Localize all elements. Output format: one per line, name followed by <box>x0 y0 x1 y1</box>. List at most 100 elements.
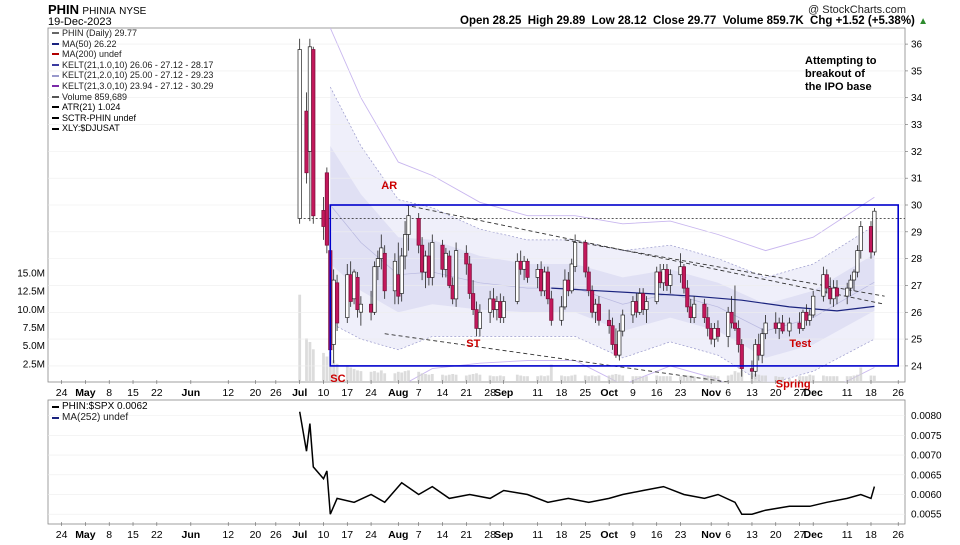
volume-bar <box>760 375 764 382</box>
volume-bar <box>546 375 550 382</box>
ratio-tick-label: 0.0060 <box>911 490 942 501</box>
candle <box>824 269 829 294</box>
volume-bar <box>335 363 339 382</box>
candle-body <box>321 210 326 227</box>
candle <box>732 285 738 332</box>
legend-swatch <box>52 64 59 67</box>
candle <box>610 317 615 350</box>
candle-body <box>593 303 598 313</box>
legend-swatch <box>52 53 59 56</box>
date-tick-label: 24 <box>56 529 68 540</box>
volume-bar <box>859 367 863 382</box>
candle <box>477 304 482 337</box>
candle <box>464 245 469 275</box>
date-tick-label: 17 <box>341 529 353 540</box>
candle-body <box>858 226 863 251</box>
date-tick-label: 22 <box>151 529 163 540</box>
lower-legend-item: MA(252) undef <box>52 412 148 424</box>
date-tick-label: 26 <box>892 387 904 399</box>
candle-body <box>654 271 659 302</box>
volume-bar <box>549 364 553 382</box>
annotation-label: AR <box>381 180 397 192</box>
volume-bar <box>420 373 424 382</box>
legend-label: MA(50) 26.22 <box>62 38 117 49</box>
volume-bar <box>573 374 577 382</box>
volume-bar <box>805 376 808 382</box>
annotation-label: Spring <box>776 378 811 390</box>
candle <box>501 296 506 323</box>
candle-body <box>780 322 785 332</box>
candle-body <box>440 244 445 270</box>
volume-bar <box>308 342 312 382</box>
volume-bar <box>488 375 492 382</box>
date-tick-label: 14 <box>437 387 449 399</box>
candle-body <box>488 298 493 313</box>
volume-bar <box>781 376 784 382</box>
candle <box>681 264 686 294</box>
volume-bar <box>869 375 873 382</box>
date-tick-label: May <box>75 529 96 540</box>
candle <box>753 339 758 377</box>
ipo-base-box <box>329 204 899 367</box>
triangle-up-icon: ▲ <box>918 16 928 27</box>
volume-bar <box>345 366 349 382</box>
volume-bar <box>621 375 625 382</box>
candle <box>760 328 765 364</box>
volume-bar <box>526 376 529 382</box>
candle-body <box>763 322 768 335</box>
volume-bar <box>706 375 710 382</box>
volume-bar <box>583 375 587 382</box>
candle <box>590 285 595 318</box>
date-tick-label: 7 <box>416 529 422 540</box>
chart-header: PHIN PHINIA NYSE <box>48 2 146 17</box>
date-tick-label: Aug <box>388 529 408 540</box>
exchange-name: NYSE <box>119 6 147 17</box>
volume-bar <box>713 375 716 382</box>
candle-body <box>590 290 595 313</box>
candle-body <box>375 258 380 267</box>
candle-body <box>729 311 734 324</box>
volume-bar <box>856 374 859 382</box>
date-tick-label: Oct <box>600 387 618 399</box>
legend-item: KELT(21,3.0,10) 23.94 - 27.12 - 30.29 <box>52 81 213 92</box>
candle-body <box>607 319 612 327</box>
date-tick-label: 9 <box>630 529 636 540</box>
candle <box>668 269 673 294</box>
annotation-label: SC <box>330 373 345 385</box>
candle <box>736 320 741 353</box>
date-tick-label: 27 <box>794 529 806 540</box>
date-tick-label: 24 <box>365 529 377 540</box>
date-tick-label: 6 <box>725 387 731 399</box>
volume-bar <box>828 376 832 382</box>
candle-body <box>664 269 669 286</box>
candle-body <box>562 279 567 308</box>
volume-bar <box>665 376 669 382</box>
date-tick-label: 27 <box>794 387 806 399</box>
keltner-1-fill <box>330 146 875 358</box>
candle-body <box>566 279 571 292</box>
date-tick-label: Dec <box>804 387 823 399</box>
candle <box>399 247 404 302</box>
volume-bar <box>454 374 458 382</box>
lower-legend-label: PHIN:$SPX 0.0062 <box>62 401 148 412</box>
volume-bar <box>502 376 506 382</box>
candle-body <box>297 49 302 219</box>
candle <box>715 320 721 342</box>
date-tick-label: Jul <box>292 529 307 540</box>
candle-body <box>824 274 829 289</box>
date-tick-label: 10 <box>318 387 330 399</box>
price-tick-label: 24 <box>911 361 923 372</box>
candle <box>644 296 649 323</box>
date-tick-label: 10 <box>318 529 330 540</box>
volume-bar <box>645 376 648 382</box>
volume-bar <box>325 356 329 382</box>
candle <box>430 234 435 286</box>
candle <box>559 296 564 326</box>
candle-body <box>491 298 496 310</box>
candle-body <box>804 311 809 321</box>
volume-bar <box>852 375 856 382</box>
keltner-2-lower-line <box>330 322 875 382</box>
volume-bar <box>376 372 380 382</box>
volume-bar <box>788 378 791 382</box>
candle <box>586 266 591 297</box>
